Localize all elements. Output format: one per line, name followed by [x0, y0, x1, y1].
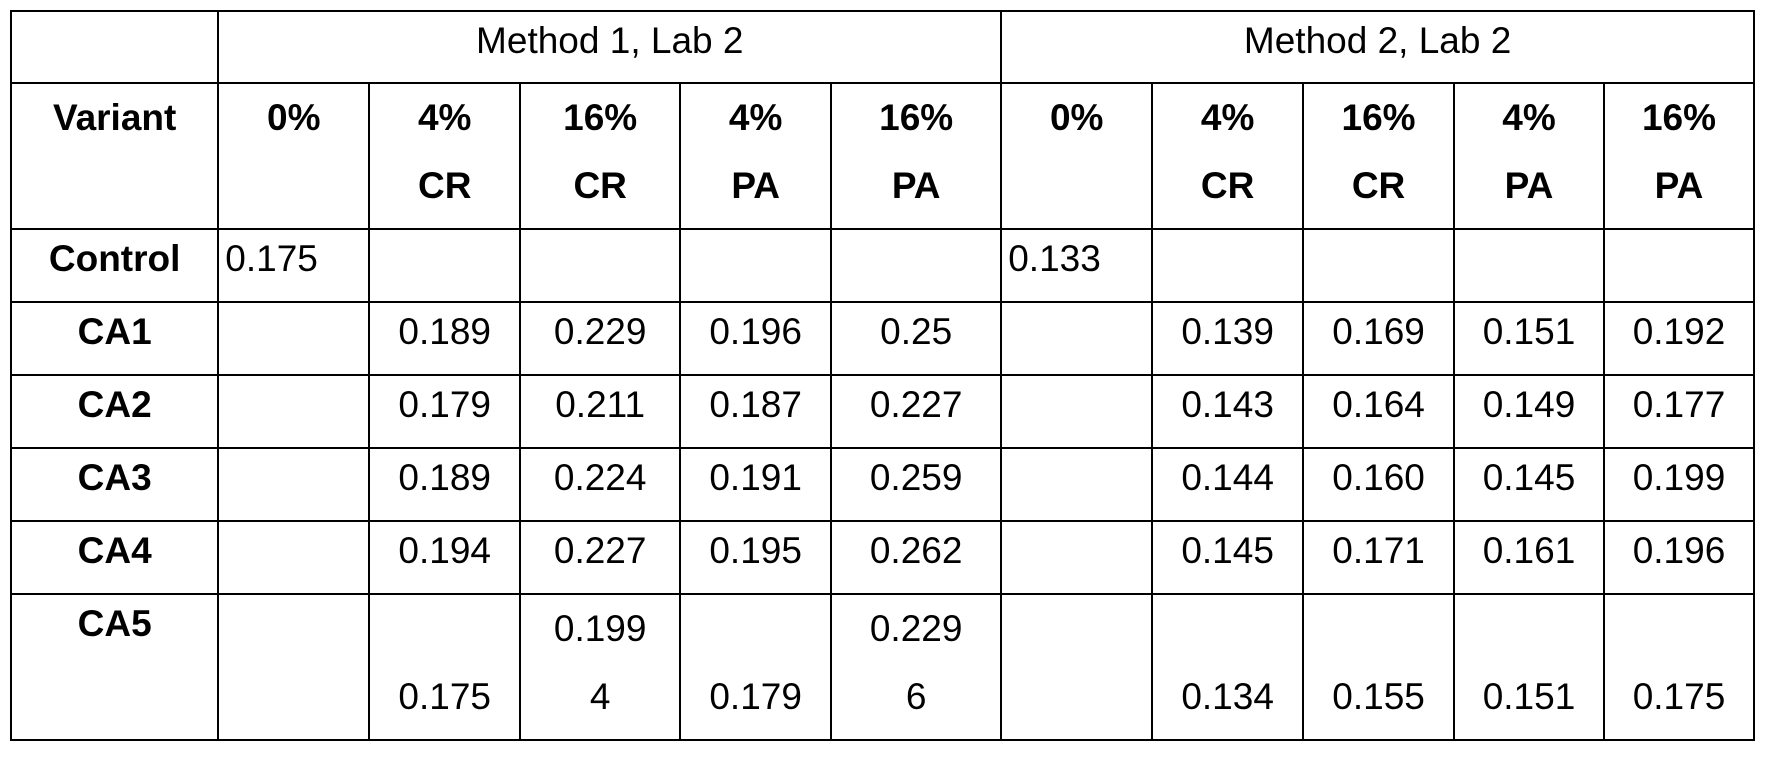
- table-cell: 0.25: [831, 302, 1001, 375]
- table-cell: 0.191: [680, 448, 831, 521]
- table-cell: [1001, 375, 1152, 448]
- table-cell: 0.164: [1303, 375, 1454, 448]
- table-cell: [218, 448, 369, 521]
- table-cell: 0.175: [218, 229, 369, 302]
- table-cell: 0.187: [680, 375, 831, 448]
- table-row: CA5 0.175 0.1994 0.179 0.2296 0.134 0.15…: [11, 594, 1754, 740]
- group-header-method1: Method 1, Lab 2: [218, 11, 1001, 83]
- table-cell: [1001, 302, 1152, 375]
- table-cell: 0.229: [520, 302, 680, 375]
- table-cell: 0.144: [1152, 448, 1303, 521]
- column-header: 4%PA: [1454, 83, 1604, 229]
- table-cell: 0.177: [1604, 375, 1754, 448]
- table-cell: 0.160: [1303, 448, 1454, 521]
- table-cell: 0.151: [1454, 594, 1604, 740]
- table-row: Control 0.175 0.133: [11, 229, 1754, 302]
- table-cell: [218, 302, 369, 375]
- table-cell: [1152, 229, 1303, 302]
- table-cell: [1001, 521, 1152, 594]
- table-cell: 0.151: [1454, 302, 1604, 375]
- results-table: Method 1, Lab 2 Method 2, Lab 2 Variant …: [10, 10, 1755, 741]
- table-row: CA2 0.179 0.211 0.187 0.227 0.143 0.164 …: [11, 375, 1754, 448]
- table-cell: [680, 229, 831, 302]
- column-header: 4%CR: [369, 83, 520, 229]
- table-cell: [1001, 594, 1152, 740]
- table-cell: 0.149: [1454, 375, 1604, 448]
- table-cell: 0.1994: [520, 594, 680, 740]
- table-cell: 0.192: [1604, 302, 1754, 375]
- table-cell: 0.199: [1604, 448, 1754, 521]
- group-header-method2: Method 2, Lab 2: [1001, 11, 1754, 83]
- table-cell: 0.195: [680, 521, 831, 594]
- column-header: 4%CR: [1152, 83, 1303, 229]
- table-cell: 0.133: [1001, 229, 1152, 302]
- table-cell: 0.189: [369, 302, 520, 375]
- column-header: 16%CR: [520, 83, 680, 229]
- table-cell: 0.134: [1152, 594, 1303, 740]
- variant-header: Variant: [11, 83, 218, 229]
- table-cell: 0.259: [831, 448, 1001, 521]
- table-cell: 0.189: [369, 448, 520, 521]
- table-cell: 0.196: [1604, 521, 1754, 594]
- table-cell: 0.179: [680, 594, 831, 740]
- table-cell: [218, 594, 369, 740]
- table-cell: [831, 229, 1001, 302]
- table-cell: [1303, 229, 1454, 302]
- column-header: 4%PA: [680, 83, 831, 229]
- table-cell: 0.227: [831, 375, 1001, 448]
- table-cell: 0.145: [1454, 448, 1604, 521]
- row-label: CA4: [11, 521, 218, 594]
- row-label: CA2: [11, 375, 218, 448]
- table-cell: 0.161: [1454, 521, 1604, 594]
- table-cell: 0.262: [831, 521, 1001, 594]
- table-cell: [218, 375, 369, 448]
- table-cell: [1604, 229, 1754, 302]
- group-header-row: Method 1, Lab 2 Method 2, Lab 2: [11, 11, 1754, 83]
- table-row: CA4 0.194 0.227 0.195 0.262 0.145 0.171 …: [11, 521, 1754, 594]
- table-cell: 0.139: [1152, 302, 1303, 375]
- column-header: 16%PA: [1604, 83, 1754, 229]
- column-header: 0%: [1001, 83, 1152, 229]
- table-cell: [1454, 229, 1604, 302]
- column-header: 16%CR: [1303, 83, 1454, 229]
- table-cell: 0.194: [369, 521, 520, 594]
- table-cell: [1001, 448, 1152, 521]
- table-cell: 0.145: [1152, 521, 1303, 594]
- row-label: CA3: [11, 448, 218, 521]
- table-cell: 0.179: [369, 375, 520, 448]
- table-cell: [520, 229, 680, 302]
- table-cell: 0.227: [520, 521, 680, 594]
- column-header: 0%: [218, 83, 369, 229]
- table-row: CA1 0.189 0.229 0.196 0.25 0.139 0.169 0…: [11, 302, 1754, 375]
- table-cell: 0.224: [520, 448, 680, 521]
- table-cell: 0.155: [1303, 594, 1454, 740]
- row-label: CA5: [11, 594, 218, 740]
- table-row: CA3 0.189 0.224 0.191 0.259 0.144 0.160 …: [11, 448, 1754, 521]
- corner-cell: [11, 11, 218, 83]
- table-cell: 0.143: [1152, 375, 1303, 448]
- table-cell: 0.211: [520, 375, 680, 448]
- column-header-row: Variant 0% 4%CR 16%CR 4%PA 16%PA 0% 4%CR…: [11, 83, 1754, 229]
- column-header: 16%PA: [831, 83, 1001, 229]
- row-label: CA1: [11, 302, 218, 375]
- table-cell: [218, 521, 369, 594]
- row-label: Control: [11, 229, 218, 302]
- table-cell: 0.171: [1303, 521, 1454, 594]
- table-cell: 0.169: [1303, 302, 1454, 375]
- table-cell: 0.2296: [831, 594, 1001, 740]
- table-cell: [369, 229, 520, 302]
- table-cell: 0.175: [1604, 594, 1754, 740]
- table-cell: 0.175: [369, 594, 520, 740]
- table-cell: 0.196: [680, 302, 831, 375]
